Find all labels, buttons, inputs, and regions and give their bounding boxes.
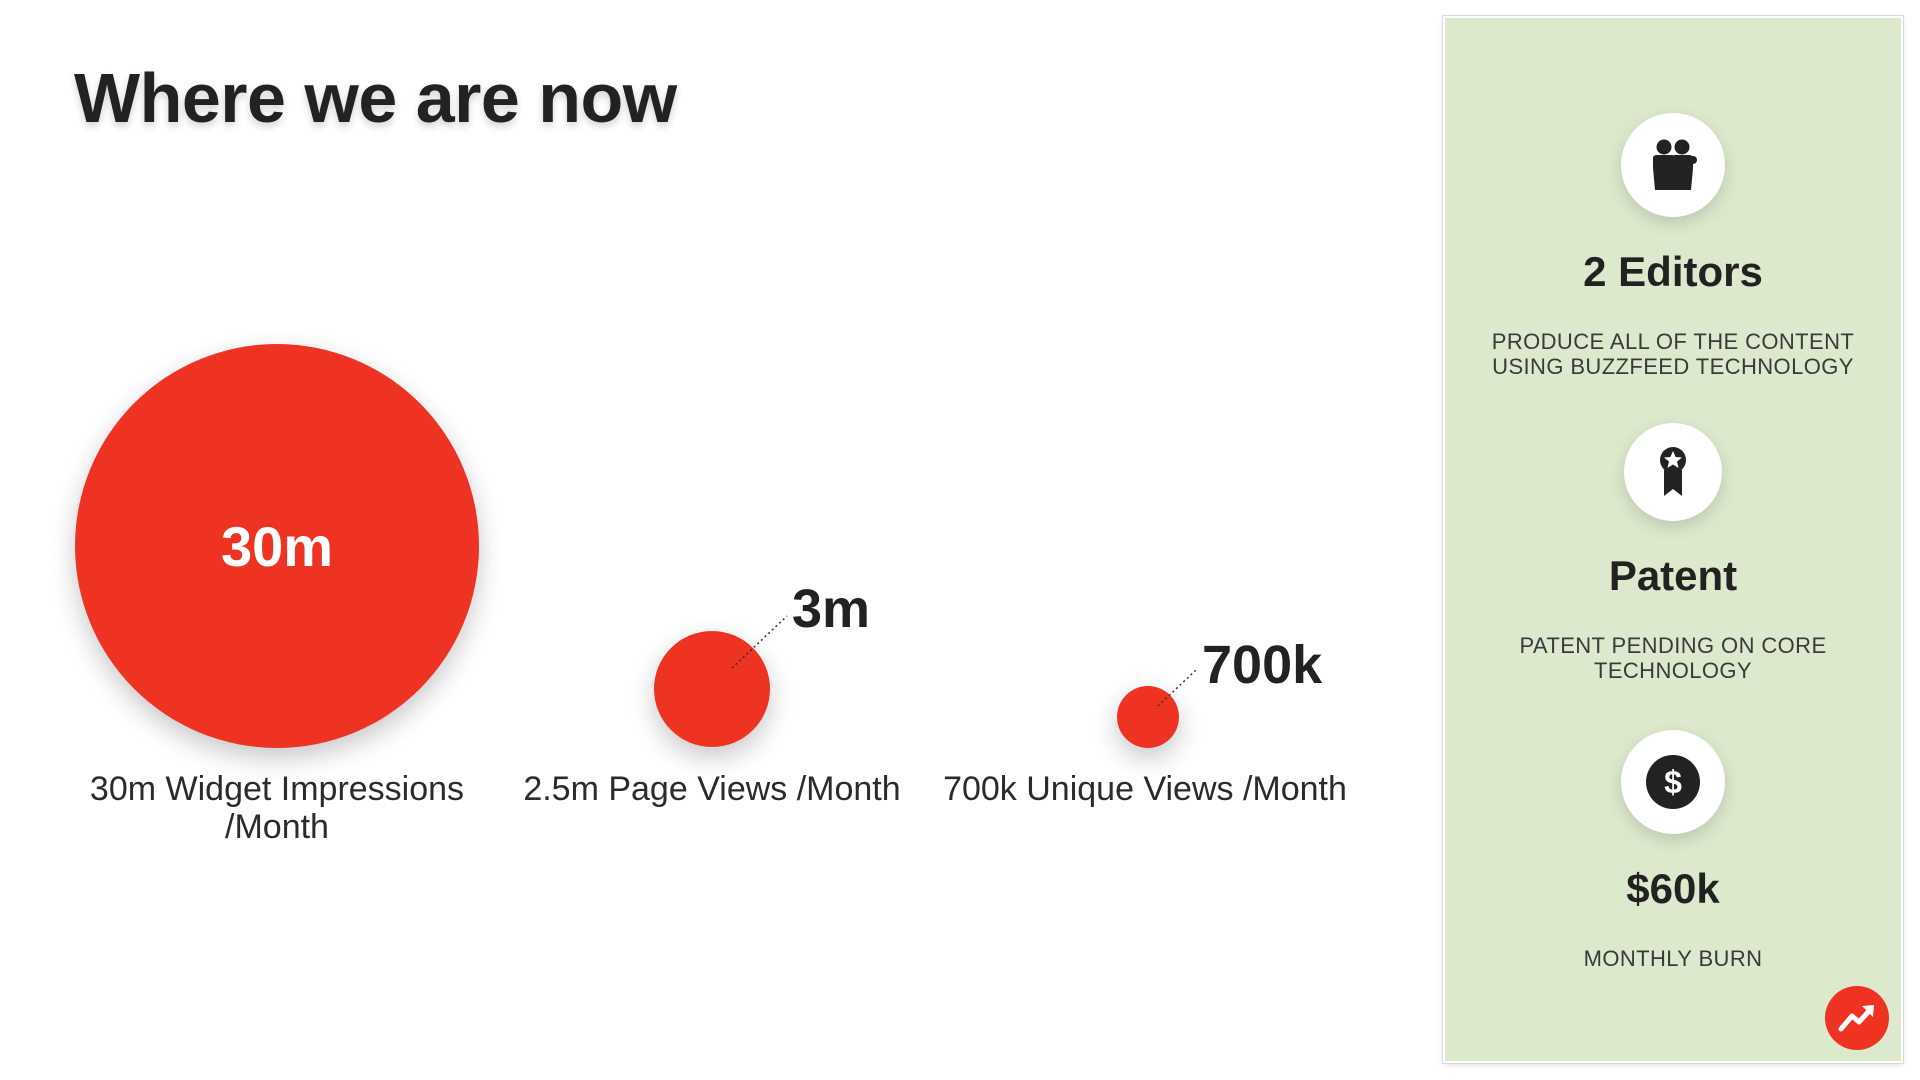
stat-patent: Patent PATENT PENDING ON CORE TECHNOLOGY	[1445, 423, 1901, 684]
trending-badge	[1825, 986, 1889, 1050]
metric-value: 3m	[792, 579, 871, 639]
metric-label: 30m Widget Impressions /Month	[89, 770, 465, 847]
people-icon	[1653, 139, 1697, 190]
metric-value: 30m	[220, 514, 334, 578]
metric-bubble-large: 30m	[75, 344, 479, 748]
svg-text:$: $	[1664, 764, 1682, 800]
metric-bubble-small	[1117, 686, 1179, 748]
metric-label: 700k Unique Views /Month	[943, 770, 1347, 808]
metric-bubble-medium	[654, 631, 770, 747]
stat-description: PRODUCE ALL OF THE CONTENT USING BUZZFEE…	[1491, 329, 1855, 380]
trending-arrow-icon	[1838, 1005, 1874, 1032]
stat-icon-wrapper	[1624, 423, 1722, 521]
award-ribbon-icon	[1660, 447, 1686, 496]
stat-editors: 2 Editors PRODUCE ALL OF THE CONTENT USI…	[1445, 113, 1901, 380]
dollar-icon: $	[1646, 755, 1700, 809]
stat-burn: $ $60k MONTHLY BURN	[1445, 730, 1901, 971]
stat-description: PATENT PENDING ON CORE TECHNOLOGY	[1519, 633, 1827, 684]
metric-label: 2.5m Page Views /Month	[523, 770, 901, 808]
stat-description: MONTHLY BURN	[1583, 946, 1763, 971]
stat-icon-wrapper	[1621, 113, 1725, 217]
sidebar-panel: 2 Editors PRODUCE ALL OF THE CONTENT USI…	[1442, 15, 1904, 1064]
stat-value: $60k	[1626, 865, 1720, 912]
slide-title: Where we are now	[74, 59, 677, 137]
stat-value: 2 Editors	[1583, 248, 1763, 295]
metric-value: 700k	[1202, 635, 1323, 695]
stat-value: Patent	[1608, 552, 1738, 599]
stat-icon-wrapper: $	[1621, 730, 1725, 834]
